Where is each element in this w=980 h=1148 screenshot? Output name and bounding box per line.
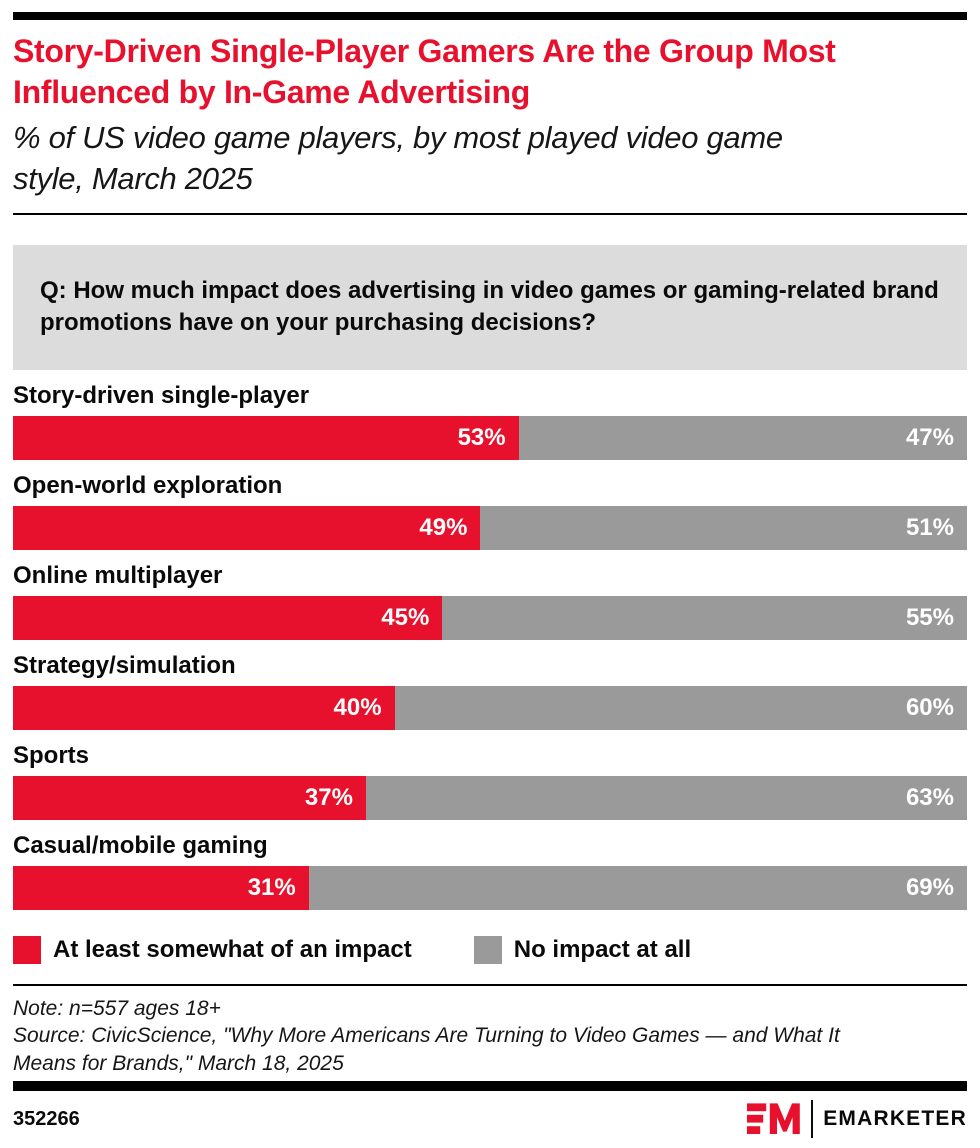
stacked-bar: 45% 55%	[13, 595, 967, 640]
legend: At least somewhat of an impact No impact…	[13, 935, 967, 964]
bar-segment-no-impact: 60%	[394, 685, 967, 730]
bar-segment-impact: 45%	[13, 595, 443, 640]
legend-label-impact: At least somewhat of an impact	[53, 935, 412, 963]
chart-row: Online multiplayer 45% 55%	[13, 561, 967, 640]
stacked-bar: 37% 63%	[13, 775, 967, 820]
stacked-bar-chart: Story-driven single-player 53% 47% Open-…	[13, 381, 967, 910]
value-label-no-impact: 51%	[905, 513, 954, 541]
legend-item-impact: At least somewhat of an impact	[13, 935, 412, 964]
value-label-no-impact: 47%	[905, 423, 954, 451]
top-accent-bar	[13, 12, 967, 20]
chart-row: Strategy/simulation 40% 60%	[13, 651, 967, 730]
chart-row: Story-driven single-player 53% 47%	[13, 381, 967, 460]
category-label: Casual/mobile gaming	[13, 831, 268, 859]
bar-segment-impact: 40%	[13, 685, 395, 730]
chart-row: Casual/mobile gaming 31% 69%	[13, 831, 967, 910]
value-label-impact: 37%	[304, 783, 353, 811]
logo-divider	[811, 1100, 814, 1138]
value-label-impact: 45%	[381, 603, 430, 631]
notes-block: Note: n=557 ages 18+ Source: CivicScienc…	[13, 995, 863, 1078]
brand-name: EMARKETER	[823, 1107, 967, 1130]
bar-segment-impact: 31%	[13, 865, 309, 910]
value-label-impact: 49%	[419, 513, 468, 541]
value-label-impact: 31%	[247, 873, 296, 901]
value-label-no-impact: 69%	[905, 873, 954, 901]
category-label: Open-world exploration	[13, 471, 283, 499]
source-text: Source: CivicScience, "Why More American…	[13, 1024, 840, 1075]
value-label-no-impact: 55%	[905, 603, 954, 631]
chart-row: Sports 37% 63%	[13, 741, 967, 820]
value-label-impact: 53%	[457, 423, 506, 451]
legend-swatch-no-impact	[473, 935, 502, 964]
footer-row: 352266 EMARKETER	[13, 1100, 967, 1148]
category-label: Strategy/simulation	[13, 651, 236, 679]
header-divider	[13, 212, 967, 215]
bar-segment-no-impact: 51%	[480, 505, 967, 550]
chart-subtitle: % of US video game players, by most play…	[13, 119, 783, 196]
stacked-bar: 53% 47%	[13, 415, 967, 460]
legend-label-no-impact: No impact at all	[513, 935, 692, 963]
stacked-bar: 49% 51%	[13, 505, 967, 550]
survey-question-box: Q: How much impact does advertising in v…	[13, 244, 967, 370]
survey-question-text: Q: How much impact does advertising in v…	[40, 276, 939, 337]
category-label: Online multiplayer	[13, 561, 223, 589]
legend-item-no-impact: No impact at all	[473, 935, 692, 964]
bar-segment-no-impact: 69%	[308, 865, 967, 910]
chart-id: 352266	[13, 1107, 80, 1130]
value-label-no-impact: 60%	[905, 693, 954, 721]
bar-segment-impact: 53%	[13, 415, 519, 460]
bar-segment-impact: 49%	[13, 505, 481, 550]
value-label-impact: 40%	[333, 693, 382, 721]
bar-segment-impact: 37%	[13, 775, 366, 820]
note-text: Note: n=557 ages 18+	[13, 996, 221, 1020]
stacked-bar: 31% 69%	[13, 865, 967, 910]
bar-segment-no-impact: 55%	[442, 595, 967, 640]
bottom-accent-bar	[13, 1081, 967, 1091]
emarketer-logo-mark-icon	[747, 1103, 800, 1134]
value-label-no-impact: 63%	[905, 783, 954, 811]
category-label: Story-driven single-player	[13, 381, 310, 409]
bar-segment-no-impact: 47%	[518, 415, 967, 460]
chart-title: Story-Driven Single-Player Gamers Are th…	[13, 33, 836, 110]
chart-row: Open-world exploration 49% 51%	[13, 471, 967, 550]
category-label: Sports	[13, 741, 90, 769]
emarketer-logo: EMARKETER	[747, 1100, 967, 1138]
stacked-bar: 40% 60%	[13, 685, 967, 730]
footer-divider	[13, 983, 967, 986]
bar-segment-no-impact: 63%	[365, 775, 967, 820]
legend-swatch-impact	[13, 935, 41, 964]
